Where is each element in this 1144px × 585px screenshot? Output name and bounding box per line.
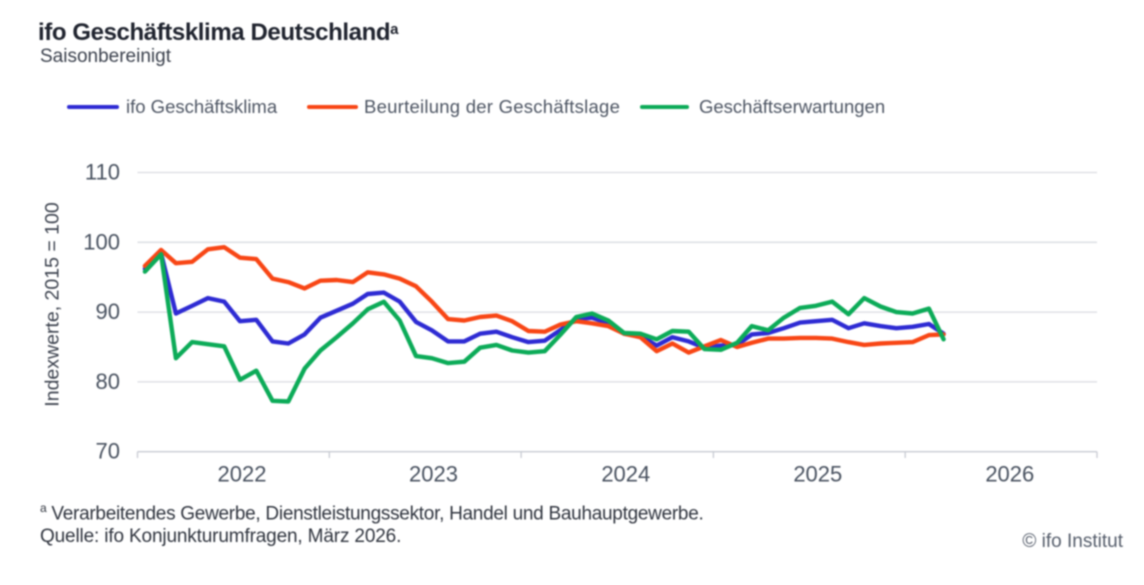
svg-text:2026: 2026 (985, 462, 1034, 487)
svg-text:70: 70 (96, 439, 120, 464)
svg-text:Indexwerte, 2015 = 100: Indexwerte, 2015 = 100 (42, 202, 64, 407)
svg-text:110: 110 (85, 160, 120, 185)
svg-text:2022: 2022 (218, 462, 267, 487)
svg-text:2023: 2023 (409, 462, 458, 487)
svg-text:2024: 2024 (601, 462, 650, 487)
svg-text:80: 80 (96, 369, 120, 394)
svg-text:90: 90 (96, 299, 120, 324)
svg-text:100: 100 (83, 229, 120, 254)
svg-text:2025: 2025 (793, 462, 842, 487)
